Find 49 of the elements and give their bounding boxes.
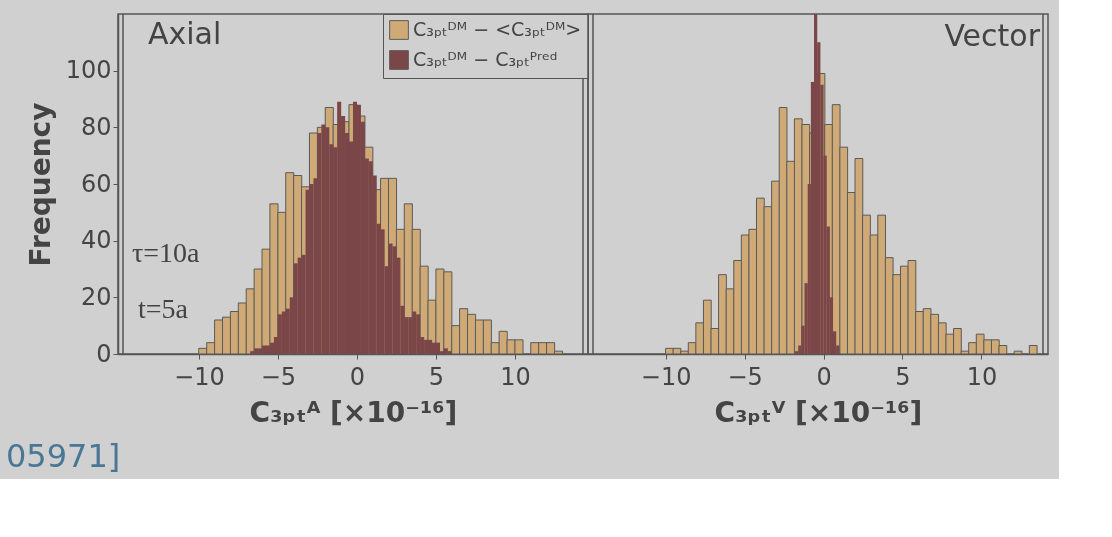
x-axis-title: C₃ₚₜᴬ [×10⁻¹⁶] [249,395,458,429]
bar [281,311,286,354]
x-tick-label: 10 [500,362,531,391]
y-tick-label: 40 [80,226,112,255]
bar [447,351,452,354]
bar [254,348,259,354]
bar [266,345,271,354]
y-tick-label: 0 [96,339,112,368]
x-tick-label: −10 [640,362,692,391]
legend-label: C₃ₚₜᴰᴹ − <C₃ₚₜᴰᴹ> [413,18,582,40]
bar [297,257,302,354]
bar [443,348,448,354]
bar [392,246,397,354]
bar [356,104,361,354]
y-axis-title: Frequency [23,102,57,267]
legend-label: C₃ₚₜᴰᴹ − C₃ₚₜᴾʳᵉᵈ [413,48,558,70]
x-tick-label: 5 [428,362,445,391]
bar [352,101,357,354]
y-tick-label: 80 [80,112,112,141]
x-tick-label: 0 [816,362,832,391]
bar [424,339,429,354]
x-axis-title: C₃ₚₜⱽ [×10⁻¹⁶] [714,395,923,429]
bar [435,342,440,354]
bar [258,348,263,354]
bar [412,311,417,354]
bar [337,101,342,354]
x-tick-label: −10 [174,362,225,391]
y-tick-label: 20 [80,282,112,311]
annotation: t=5a [138,293,189,324]
bar [321,124,326,354]
x-tick-label: −5 [260,362,297,391]
x-tick-label: 5 [895,362,911,391]
annotation: Vector [944,18,1041,53]
x-tick-label: 10 [966,362,998,391]
y-tick-label: 100 [65,56,112,85]
bar [250,351,255,354]
annotation: τ=10a [132,237,201,268]
annotation: Axial [148,16,222,51]
bar [368,161,373,354]
bar [431,342,437,354]
bar [416,314,421,354]
text: 05971] [6,437,121,475]
bar [325,127,330,354]
bar [277,314,282,354]
bar [428,339,433,354]
bar [262,345,267,354]
y-tick-label: 60 [80,169,112,198]
x-tick-label: 0 [349,362,366,391]
x-tick-label: −5 [727,362,763,391]
